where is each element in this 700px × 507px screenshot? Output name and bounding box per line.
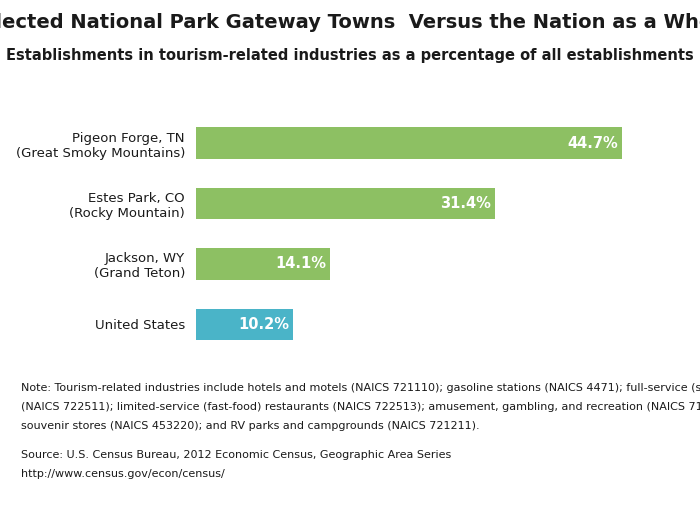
Text: 31.4%: 31.4% <box>440 196 491 211</box>
Text: souvenir stores (NAICS 453220); and RV parks and campgrounds (NAICS 721211).: souvenir stores (NAICS 453220); and RV p… <box>21 421 480 431</box>
Text: Establishments in tourism-related industries as a percentage of all establishmen: Establishments in tourism-related indust… <box>6 48 694 63</box>
Bar <box>196 127 622 159</box>
Bar <box>196 188 495 219</box>
Text: 44.7%: 44.7% <box>567 136 617 151</box>
Text: Selected National Park Gateway Towns  Versus the Nation as a Whole: Selected National Park Gateway Towns Ver… <box>0 13 700 31</box>
Text: 10.2%: 10.2% <box>238 317 289 332</box>
Text: http://www.census.gov/econ/census/: http://www.census.gov/econ/census/ <box>21 469 225 480</box>
Text: Source: U.S. Census Bureau, 2012 Economic Census, Geographic Area Series: Source: U.S. Census Bureau, 2012 Economi… <box>21 450 452 460</box>
Text: (NAICS 722511); limited-service (fast-food) restaurants (NAICS 722513); amusemen: (NAICS 722511); limited-service (fast-fo… <box>21 402 700 412</box>
Text: 14.1%: 14.1% <box>275 257 326 271</box>
Bar <box>196 248 330 279</box>
Text: Note: Tourism-related industries include hotels and motels (NAICS 721110); gasol: Note: Tourism-related industries include… <box>21 383 700 393</box>
Bar <box>196 309 293 340</box>
